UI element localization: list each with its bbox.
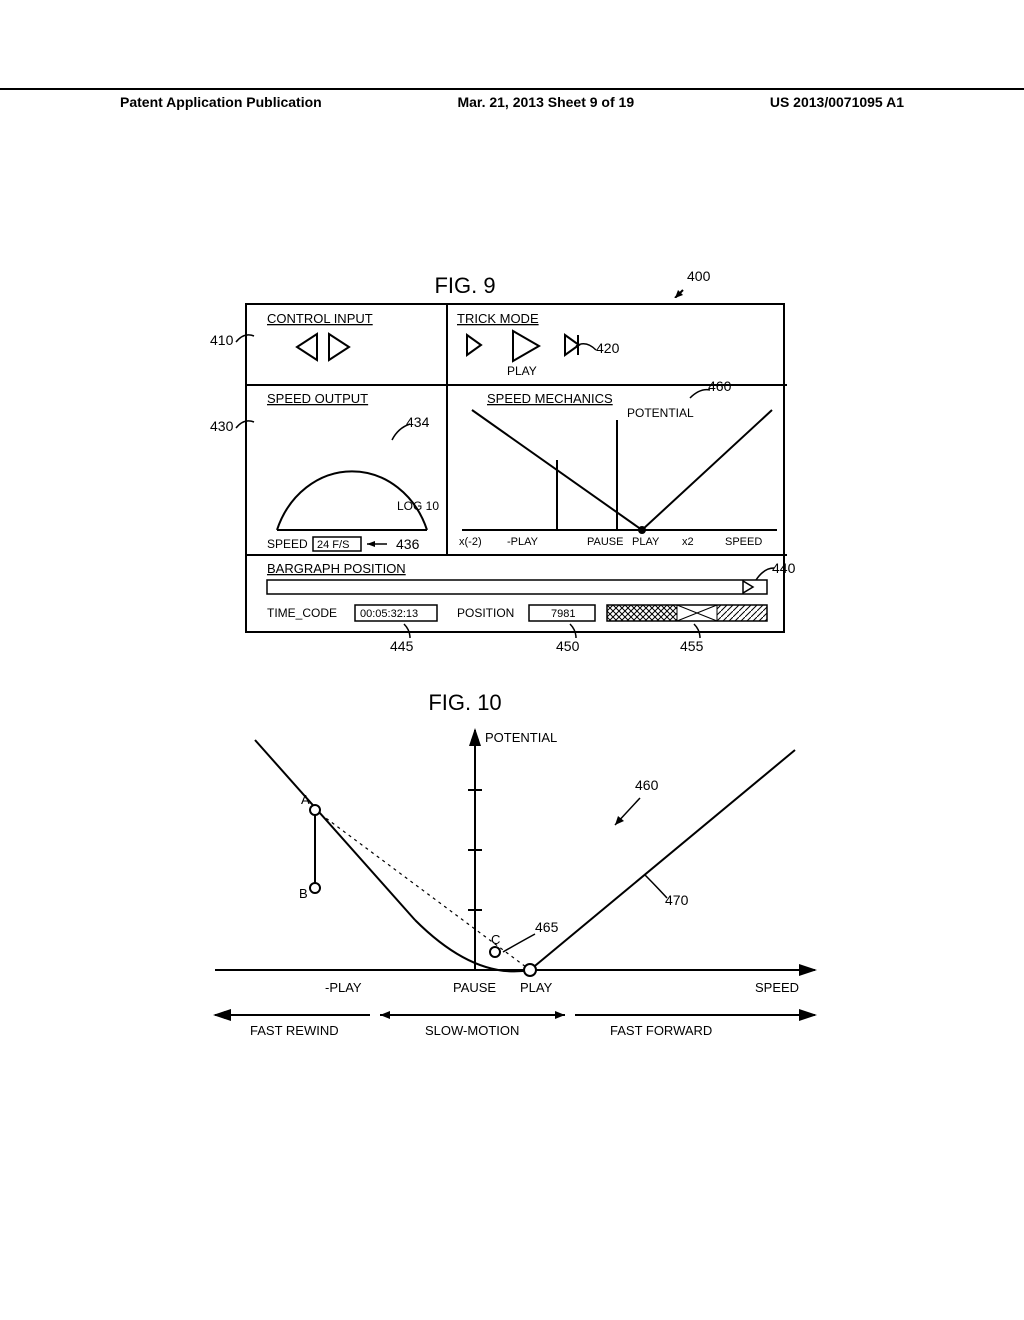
svg-text:PAUSE: PAUSE	[587, 536, 623, 548]
header-center: Mar. 21, 2013 Sheet 9 of 19	[457, 94, 634, 112]
fig10-container: POTENTIAL A B C -PLAY PAUSE PLAY SPEED	[195, 720, 835, 1060]
potential-label: POTENTIAL	[485, 730, 557, 745]
speed-label: SPEED	[267, 537, 308, 551]
ref-420: 420	[596, 340, 619, 356]
svg-text:PLAY: PLAY	[632, 536, 660, 548]
speed-value: 24 F/S	[317, 539, 349, 551]
svg-text:-PLAY: -PLAY	[325, 980, 362, 995]
svg-text:470: 470	[665, 892, 689, 908]
log10-label: LOG 10	[397, 499, 439, 513]
timecode-value: 00:05:32:13	[360, 608, 418, 620]
fig9-container: CONTROL INPUT TRICK MODE PLAY SPEED OUTP…	[245, 303, 785, 633]
trick-mode-label: TRICK MODE	[457, 311, 539, 326]
position-label: POSITION	[457, 606, 514, 620]
potential-v	[472, 410, 772, 530]
header-right: US 2013/0071095 A1	[770, 94, 904, 112]
svg-text:SPEED: SPEED	[725, 536, 762, 548]
potential-label: POTENTIAL	[627, 406, 694, 420]
ref-460-fig10: 460	[635, 777, 659, 793]
fig10-svg: POTENTIAL A B C -PLAY PAUSE PLAY SPEED	[195, 720, 835, 1060]
svg-text:SLOW-MOTION: SLOW-MOTION	[425, 1023, 519, 1038]
line-470	[530, 750, 795, 970]
play-small-icon	[467, 335, 481, 355]
speed-mechanics-label: SPEED MECHANICS	[487, 391, 613, 406]
svg-text:-PLAY: -PLAY	[507, 536, 539, 548]
fig9-title: FIG. 9	[405, 273, 525, 299]
control-input-label: CONTROL INPUT	[267, 311, 373, 326]
bar-marker-icon	[743, 581, 753, 593]
bargraph-label: BARGRAPH POSITION	[267, 561, 406, 576]
ref-455: 455	[680, 638, 703, 654]
svg-text:SPEED: SPEED	[755, 980, 799, 995]
svg-text:PAUSE: PAUSE	[453, 980, 496, 995]
svg-text:C: C	[491, 932, 500, 947]
play-label: PLAY	[507, 364, 537, 378]
triangle-right-icon	[329, 334, 349, 360]
ref-445: 445	[390, 638, 413, 654]
ref-450: 450	[556, 638, 579, 654]
position-value: 7981	[551, 608, 575, 620]
ref-436: 436	[396, 536, 419, 552]
svg-text:FAST FORWARD: FAST FORWARD	[610, 1023, 712, 1038]
ref-440: 440	[772, 560, 795, 576]
ref-410: 410	[210, 332, 233, 348]
svg-text:PLAY: PLAY	[520, 980, 553, 995]
fig9-ref-main: 400	[673, 268, 713, 301]
triangle-left-icon	[297, 334, 317, 360]
svg-text:A: A	[301, 792, 310, 807]
timecode-label: TIME_CODE	[267, 606, 337, 620]
svg-text:B: B	[299, 886, 308, 901]
play-big-icon	[513, 331, 539, 361]
ref-430: 430	[210, 418, 233, 434]
ref-460: 460	[708, 378, 731, 394]
page-header: Patent Application Publication Mar. 21, …	[0, 88, 1024, 112]
ref-434: 434	[406, 414, 429, 430]
fig10-title: FIG. 10	[405, 690, 525, 716]
svg-text:465: 465	[535, 919, 559, 935]
svg-text:FAST REWIND: FAST REWIND	[250, 1023, 339, 1038]
svg-text:x2: x2	[682, 536, 694, 548]
fig9-svg: CONTROL INPUT TRICK MODE PLAY SPEED OUTP…	[247, 305, 787, 635]
speed-output-label: SPEED OUTPUT	[267, 391, 368, 406]
header-left: Patent Application Publication	[120, 94, 322, 112]
svg-text:x(-2): x(-2)	[459, 536, 482, 548]
